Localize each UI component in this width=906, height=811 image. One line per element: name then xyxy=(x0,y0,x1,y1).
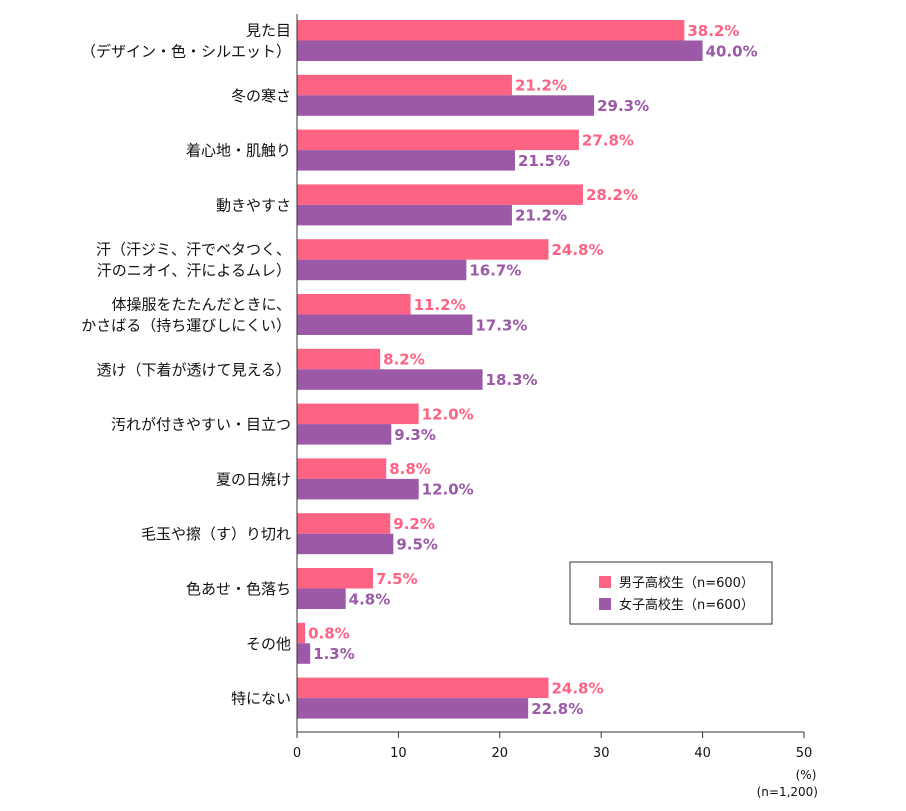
data-label-male-3: 28.2% xyxy=(586,186,638,204)
data-label-male-6: 8.2% xyxy=(383,351,425,369)
bar-male-0 xyxy=(297,20,685,41)
category-label-0-line1: （デザイン・色・シルエット） xyxy=(81,43,291,61)
category-label-7: 汚れが付きやすい・目立つ xyxy=(111,416,291,434)
data-label-female-7: 9.3% xyxy=(394,426,436,444)
data-label-male-12: 24.8% xyxy=(551,679,603,697)
data-label-female-9: 9.5% xyxy=(396,535,438,553)
category-label-5-line0: 体操服をたたんだときに、 xyxy=(111,296,291,314)
legend-swatch-male xyxy=(599,576,611,588)
x-tick-label-4: 40 xyxy=(694,746,711,761)
bar-female-4 xyxy=(297,259,467,281)
bar-male-10 xyxy=(297,568,374,589)
data-label-female-12: 22.8% xyxy=(531,700,583,718)
data-label-male-5: 11.2% xyxy=(414,296,466,314)
category-label-3: 動きやすさ xyxy=(216,196,291,214)
legend-label-female: 女子高校生（n=600） xyxy=(619,597,754,613)
data-label-female-8: 12.0% xyxy=(422,481,474,499)
data-label-female-11: 1.3% xyxy=(313,645,355,663)
category-label-1: 冬の寒さ xyxy=(231,87,291,105)
data-label-female-3: 21.2% xyxy=(515,207,567,225)
category-label-8: 夏の日焼け xyxy=(216,470,291,488)
x-tick-label-1: 10 xyxy=(390,746,407,761)
data-label-female-2: 21.5% xyxy=(518,152,570,170)
bar-male-12 xyxy=(297,677,549,699)
bar-male-5 xyxy=(297,294,411,315)
bar-male-9 xyxy=(297,513,391,534)
bar-female-9 xyxy=(297,533,394,555)
bar-female-0 xyxy=(297,40,703,61)
legend: 男子高校生（n=600） 女子高校生（n=600） xyxy=(569,561,773,625)
bar-male-4 xyxy=(297,239,549,260)
category-labels-layer: 見た目 （デザイン・色・シルエット） 冬の寒さ着心地・肌触り動きやすさ汗（汗ジミ、汗… xyxy=(81,22,291,708)
bar-male-7 xyxy=(297,403,419,425)
bar-female-8 xyxy=(297,478,419,500)
bar-female-11 xyxy=(297,643,311,664)
data-label-female-0: 40.0% xyxy=(706,42,758,60)
bars-layer: 38.2% 40.0% 21.2% 29.3% 27.8% 21.5% 28.2% 21.2%… xyxy=(297,20,758,719)
data-label-male-10: 7.5% xyxy=(376,570,418,588)
data-label-male-9: 9.2% xyxy=(393,515,435,533)
data-label-male-8: 8.8% xyxy=(389,460,431,478)
bar-male-3 xyxy=(297,184,583,205)
data-label-female-4: 16.7% xyxy=(469,261,521,279)
data-label-male-4: 24.8% xyxy=(551,241,603,259)
category-label-0-line0: 見た目 xyxy=(246,22,291,40)
data-label-female-5: 17.3% xyxy=(475,316,527,334)
x-tick-label-0: 0 xyxy=(293,746,301,761)
axes-layer: 0 10 20 30 40 50 xyxy=(293,14,812,761)
data-label-male-2: 27.8% xyxy=(582,131,634,149)
unit-label: (%) xyxy=(796,768,817,782)
x-tick-label-5: 50 xyxy=(796,746,813,761)
category-label-12: 特にない xyxy=(231,690,291,708)
x-tick-label-2: 20 xyxy=(492,746,509,761)
data-label-male-11: 0.8% xyxy=(308,625,350,643)
legend-box xyxy=(569,561,773,625)
category-label-5-line1: かさばる（持ち運びしにくい） xyxy=(81,317,291,335)
sample-size-note: (n=1,200) xyxy=(757,785,818,799)
bar-male-6 xyxy=(297,348,381,370)
bar-male-1 xyxy=(297,74,512,96)
category-label-11: その他 xyxy=(246,635,291,653)
bar-female-2 xyxy=(297,150,516,171)
category-label-6: 透け（下着が透けて見える） xyxy=(96,361,291,379)
data-label-female-10: 4.8% xyxy=(349,590,391,608)
legend-label-male: 男子高校生（n=600） xyxy=(619,575,754,591)
bar-female-6 xyxy=(297,369,483,390)
legend-swatch-female xyxy=(599,598,611,610)
category-label-4-line1: 汗のニオイ、汗によるムレ） xyxy=(97,262,291,280)
data-label-male-0: 38.2% xyxy=(687,22,739,40)
bar-female-1 xyxy=(297,95,595,116)
data-label-female-6: 18.3% xyxy=(486,371,538,389)
category-label-4-line0: 汗（汗ジミ、汗でベタつく、 xyxy=(96,241,291,259)
bar-female-3 xyxy=(297,204,512,226)
bar-female-10 xyxy=(297,588,346,609)
bar-female-5 xyxy=(297,314,473,335)
bar-female-12 xyxy=(297,698,529,719)
category-label-9: 毛玉や擦（す）り切れ xyxy=(141,525,291,543)
data-label-male-7: 12.0% xyxy=(422,405,474,423)
category-label-2: 着心地・肌触り xyxy=(186,142,291,160)
bar-male-11 xyxy=(297,622,306,644)
x-tick-label-3: 30 xyxy=(593,746,610,761)
bar-male-2 xyxy=(297,129,579,151)
bar-male-8 xyxy=(297,458,387,479)
category-label-10: 色あせ・色落ち xyxy=(186,580,291,598)
data-label-male-1: 21.2% xyxy=(515,77,567,95)
data-label-female-1: 29.3% xyxy=(597,97,649,115)
bar-female-7 xyxy=(297,424,392,445)
